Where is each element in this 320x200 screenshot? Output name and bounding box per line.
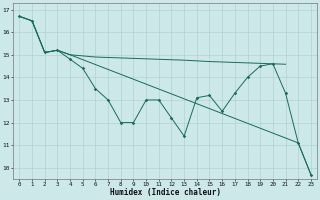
X-axis label: Humidex (Indice chaleur): Humidex (Indice chaleur)	[110, 188, 220, 197]
